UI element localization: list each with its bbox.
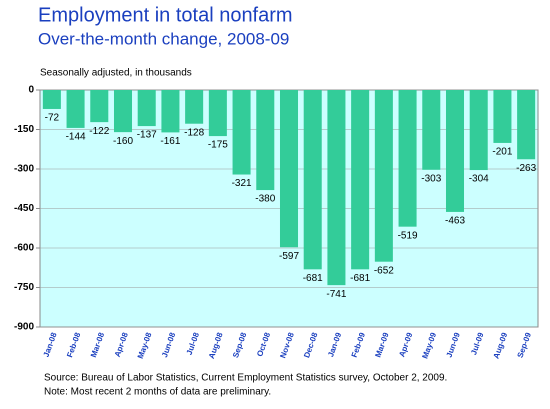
bar <box>42 90 61 109</box>
data-label: -380 <box>255 194 275 205</box>
data-label: -128 <box>184 127 204 138</box>
x-tick-label: Jun-09 <box>445 331 462 359</box>
chart-title: Employment in total nonfarm <box>38 4 293 26</box>
data-label: -597 <box>279 251 299 262</box>
bar <box>137 90 156 127</box>
data-label: -72 <box>45 113 60 124</box>
source: Source: Bureau of Labor Statistics, Curr… <box>44 373 447 384</box>
data-label: -321 <box>232 178 252 189</box>
bar <box>256 90 275 191</box>
data-label: -741 <box>326 289 346 300</box>
y-tick-label: -150 <box>14 124 34 135</box>
bar <box>517 90 536 160</box>
y-tick-label: -450 <box>14 203 34 214</box>
data-label: -160 <box>113 136 133 147</box>
data-label: -652 <box>374 265 394 276</box>
y-tick-label: 0 <box>28 85 34 96</box>
x-tick-label: Sep-09 <box>516 331 534 359</box>
x-tick-label: Apr-09 <box>397 331 414 358</box>
bar <box>161 90 180 133</box>
x-tick-label: Sep-08 <box>231 331 249 359</box>
bar <box>374 90 393 262</box>
x-tick-label: Aug-08 <box>207 331 225 360</box>
bar <box>90 90 109 123</box>
y-tick-label: -300 <box>14 164 34 175</box>
data-label: -463 <box>445 216 465 227</box>
bar <box>185 90 204 124</box>
x-tick-label: Jul-08 <box>185 331 202 356</box>
bar <box>279 90 299 248</box>
x-tick-label: Dec-08 <box>302 331 320 359</box>
x-tick-label: Jan-08 <box>42 331 59 358</box>
bar <box>493 90 512 143</box>
bar <box>469 90 488 171</box>
x-tick-label: May-08 <box>136 331 154 360</box>
x-tick-label: Oct-08 <box>255 331 272 358</box>
bar <box>66 90 85 128</box>
x-tick-label: Jul-09 <box>469 331 486 356</box>
bar <box>422 90 441 170</box>
data-label: -304 <box>469 174 489 185</box>
bar <box>351 90 370 270</box>
footnote: Note: Most recent 2 months of data are p… <box>44 387 271 398</box>
data-label: -201 <box>492 147 512 158</box>
bar <box>208 90 227 137</box>
x-tick-label: Feb-09 <box>350 331 367 359</box>
bar <box>303 90 322 270</box>
data-label: -122 <box>89 126 109 137</box>
data-label: -681 <box>303 273 323 284</box>
bar <box>445 90 465 212</box>
x-tick-label: Jan-09 <box>326 331 343 358</box>
data-label: -161 <box>160 136 180 147</box>
chart-subtitle: Over-the-month change, 2008-09 <box>38 29 289 48</box>
x-tick-label: Mar-09 <box>373 331 390 359</box>
data-label: -175 <box>208 140 228 151</box>
x-tick-label: Jun-08 <box>160 331 177 359</box>
bar <box>232 90 251 175</box>
data-label: -137 <box>137 130 157 141</box>
data-label: -519 <box>398 230 418 241</box>
bar <box>113 90 133 133</box>
axis-note: Seasonally adjusted, in thousands <box>40 68 192 79</box>
data-label: -681 <box>350 273 370 284</box>
x-tick-label: Apr-08 <box>113 331 130 358</box>
y-tick-label: -750 <box>14 282 34 293</box>
x-tick-label: Nov-08 <box>278 331 296 360</box>
bar <box>327 90 346 286</box>
x-tick-label: Aug-09 <box>492 331 510 360</box>
x-tick-label: Feb-08 <box>65 331 82 359</box>
data-label: -263 <box>516 163 536 174</box>
data-label: -303 <box>421 173 441 184</box>
bar <box>398 90 417 227</box>
y-tick-label: -600 <box>14 243 34 254</box>
x-tick-label: May-09 <box>420 331 438 360</box>
x-tick-label: Mar-08 <box>89 331 106 359</box>
y-tick-label: -900 <box>14 322 34 333</box>
data-label: -144 <box>66 132 86 143</box>
